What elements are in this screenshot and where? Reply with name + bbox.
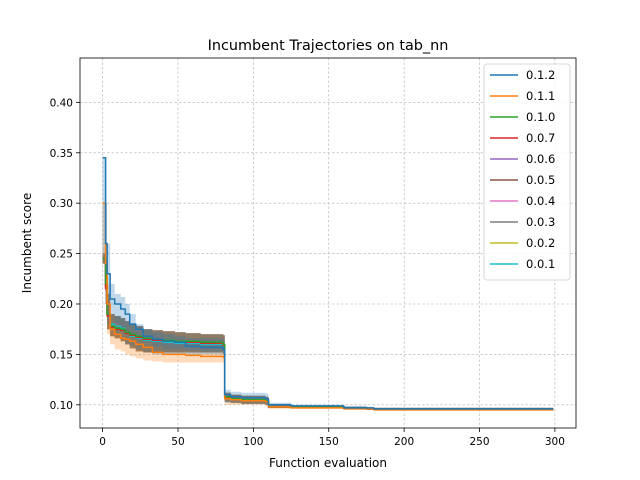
legend-label: 0.0.6 — [526, 152, 555, 166]
y-tick-label: 0.15 — [50, 349, 73, 361]
legend: 0.1.2 0.1.1 0.1.0 0.0.7 0.0.6 0.0.5 0.0.4 0.0.3… — [483, 63, 571, 281]
y-axis-ticks: 0.10 0.15 0.20 0.25 0.30 0.35 0.40 — [50, 97, 80, 412]
y-tick-label: 0.20 — [50, 299, 73, 311]
line-0-1-1 — [102, 202, 554, 411]
legend-label: 0.0.7 — [526, 131, 555, 145]
x-tick-label: 100 — [243, 436, 263, 448]
legend-label: 0.0.4 — [526, 194, 555, 208]
x-tick-label: 50 — [171, 436, 184, 448]
x-tick-label: 150 — [319, 436, 339, 448]
y-tick-label: 0.40 — [50, 97, 73, 109]
plot-frame — [79, 57, 577, 429]
band-0-1-1 — [102, 203, 554, 411]
legend-label: 0.1.1 — [526, 89, 555, 103]
y-tick-label: 0.10 — [50, 400, 73, 412]
legend-label: 0.1.0 — [526, 110, 555, 124]
legend-label: 0.0.5 — [526, 173, 555, 187]
x-tick-label: 200 — [394, 436, 414, 448]
x-tick-label: 0 — [99, 436, 106, 448]
legend-label: 0.0.3 — [526, 215, 555, 229]
y-tick-label: 0.35 — [50, 148, 73, 160]
legend-label: 0.1.2 — [526, 68, 555, 82]
series-lines — [102, 157, 554, 411]
y-tick-label: 0.25 — [50, 249, 73, 261]
y-axis-label: Incumbent score — [20, 193, 34, 293]
legend-label: 0.0.2 — [526, 236, 555, 250]
line-0-1-0 — [102, 257, 554, 410]
x-tick-label: 300 — [545, 436, 565, 448]
chart-title: Incumbent Trajectories on tab_nn — [208, 38, 449, 54]
legend-box — [483, 63, 571, 281]
legend-label: 0.0.1 — [526, 257, 555, 271]
x-axis-label: Function evaluation — [269, 456, 387, 470]
y-tick-label: 0.30 — [50, 198, 73, 210]
x-axis-ticks: 0 50 100 150 200 250 300 — [99, 428, 565, 448]
line-0-1-2 — [102, 157, 554, 410]
x-tick-label: 250 — [469, 436, 489, 448]
